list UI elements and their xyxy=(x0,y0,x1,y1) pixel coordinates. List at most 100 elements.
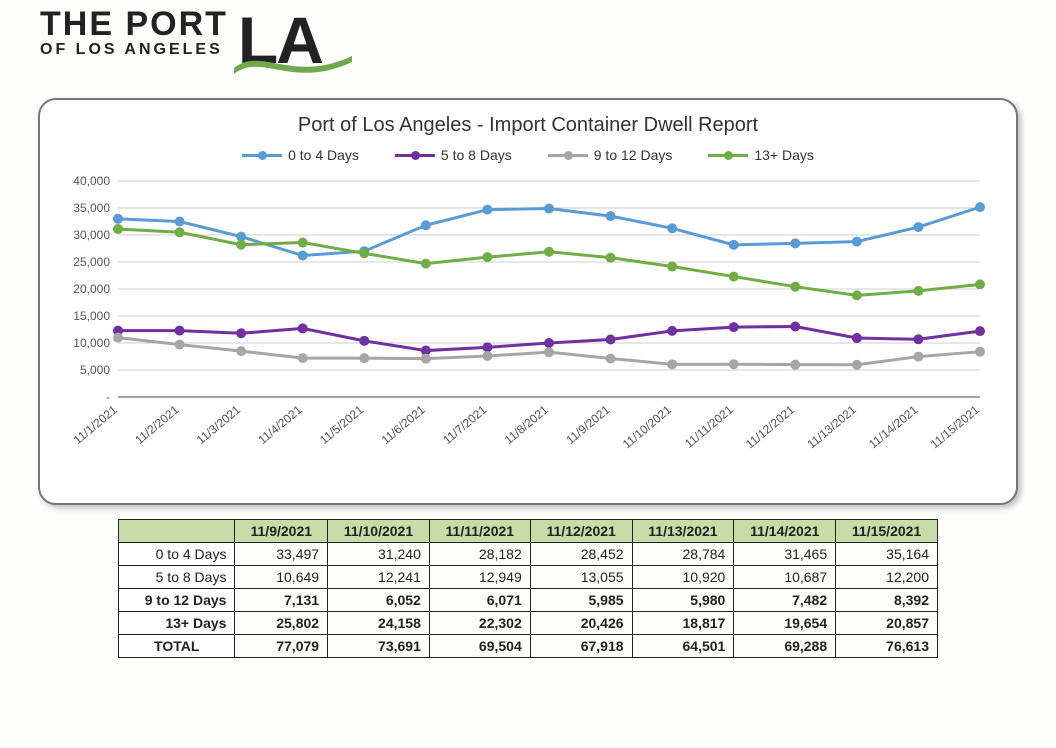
legend-swatch xyxy=(395,149,435,161)
svg-text:11/9/2021: 11/9/2021 xyxy=(563,402,612,447)
table-col-header: 11/12/2021 xyxy=(530,520,632,543)
svg-text:11/10/2021: 11/10/2021 xyxy=(620,402,675,451)
table-col-header: 11/10/2021 xyxy=(328,520,430,543)
svg-text:10,000: 10,000 xyxy=(73,336,110,350)
legend-item: 9 to 12 Days xyxy=(548,147,673,163)
table-cell: 28,182 xyxy=(429,543,530,566)
table-cell: 7,131 xyxy=(235,589,328,612)
table-col-header: 11/9/2021 xyxy=(235,520,328,543)
table-cell: 6,052 xyxy=(328,589,430,612)
table-cell: 35,164 xyxy=(836,543,938,566)
svg-text:11/14/2021: 11/14/2021 xyxy=(866,402,921,451)
table-total-cell: 64,501 xyxy=(632,635,734,658)
svg-text:11/5/2021: 11/5/2021 xyxy=(317,402,366,447)
table-cell: 5,980 xyxy=(632,589,734,612)
table-cell: 10,920 xyxy=(632,566,734,589)
logo-line1: THE PORT xyxy=(40,10,228,39)
logo-line2: OF LOS ANGELES xyxy=(40,43,228,57)
legend-swatch xyxy=(242,149,282,161)
legend-item: 0 to 4 Days xyxy=(242,147,359,163)
svg-text:35,000: 35,000 xyxy=(73,201,110,215)
svg-text:20,000: 20,000 xyxy=(73,282,110,296)
table-header-row: 11/9/202111/10/202111/11/202111/12/20211… xyxy=(119,520,938,543)
table-row-label: 9 to 12 Days xyxy=(119,589,235,612)
svg-text:11/1/2021: 11/1/2021 xyxy=(71,402,120,447)
logo-mark: LA xyxy=(238,10,358,80)
table-cell: 12,200 xyxy=(836,566,938,589)
table-cell: 5,985 xyxy=(530,589,632,612)
table-row: 13+ Days25,80224,15822,30220,42618,81719… xyxy=(119,612,938,635)
table-cell: 28,784 xyxy=(632,543,734,566)
chart-plot: - 5,000 10,000 15,000 20,000 25,000 30,000 35,0… xyxy=(58,175,998,485)
svg-text:30,000: 30,000 xyxy=(73,228,110,242)
svg-text:11/4/2021: 11/4/2021 xyxy=(255,402,304,447)
table-cell: 10,687 xyxy=(734,566,836,589)
chart-svg: - 5,000 10,000 15,000 20,000 25,000 30,000 35,0… xyxy=(58,175,998,475)
table-cell: 20,857 xyxy=(836,612,938,635)
table-total-cell: 76,613 xyxy=(836,635,938,658)
table-col-header: 11/15/2021 xyxy=(836,520,938,543)
table-cell: 20,426 xyxy=(530,612,632,635)
legend-label: 0 to 4 Days xyxy=(288,147,359,163)
chart-title: Port of Los Angeles - Import Container D… xyxy=(58,114,998,137)
table-row-label: 0 to 4 Days xyxy=(119,543,235,566)
table-total-cell: 69,504 xyxy=(429,635,530,658)
svg-text:11/8/2021: 11/8/2021 xyxy=(502,402,551,447)
table-cell: 13,055 xyxy=(530,566,632,589)
chart-card: Port of Los Angeles - Import Container D… xyxy=(38,98,1018,505)
table-cell: 6,071 xyxy=(429,589,530,612)
legend-label: 9 to 12 Days xyxy=(594,147,673,163)
table-cell: 12,241 xyxy=(328,566,430,589)
table-corner xyxy=(119,520,235,543)
svg-text:11/15/2021: 11/15/2021 xyxy=(928,402,983,451)
data-table-wrap: 11/9/202111/10/202111/11/202111/12/20211… xyxy=(118,519,938,658)
table-row: 0 to 4 Days33,49731,24028,18228,45228,78… xyxy=(119,543,938,566)
table-row-label: 13+ Days xyxy=(119,612,235,635)
svg-text:11/7/2021: 11/7/2021 xyxy=(440,402,489,447)
legend-swatch xyxy=(708,149,748,161)
table-total-cell: 77,079 xyxy=(235,635,328,658)
svg-text:-: - xyxy=(106,390,110,404)
table-cell: 31,465 xyxy=(734,543,836,566)
legend-item: 13+ Days xyxy=(708,147,814,163)
table-total-cell: 73,691 xyxy=(328,635,430,658)
table-total-cell: 69,288 xyxy=(734,635,836,658)
svg-text:11/2/2021: 11/2/2021 xyxy=(132,402,181,447)
table-cell: 28,452 xyxy=(530,543,632,566)
table-cell: 7,482 xyxy=(734,589,836,612)
table-col-header: 11/14/2021 xyxy=(734,520,836,543)
page: THE PORT OF LOS ANGELES LA Port of Los A… xyxy=(0,0,1056,748)
table-col-header: 11/11/2021 xyxy=(429,520,530,543)
table-total-cell: 67,918 xyxy=(530,635,632,658)
table-total-row: TOTAL77,07973,69169,50467,91864,50169,28… xyxy=(119,635,938,658)
table-cell: 22,302 xyxy=(429,612,530,635)
table-total-label: TOTAL xyxy=(119,635,235,658)
svg-text:11/13/2021: 11/13/2021 xyxy=(804,402,859,451)
data-table: 11/9/202111/10/202111/11/202111/12/20211… xyxy=(118,519,938,658)
chart-legend: 0 to 4 Days 5 to 8 Days 9 to 12 Days 13+ Da… xyxy=(58,147,998,163)
legend-swatch xyxy=(548,149,588,161)
table-cell: 31,240 xyxy=(328,543,430,566)
svg-text:15,000: 15,000 xyxy=(73,309,110,323)
legend-label: 5 to 8 Days xyxy=(441,147,512,163)
table-cell: 18,817 xyxy=(632,612,734,635)
table-col-header: 11/13/2021 xyxy=(632,520,734,543)
svg-text:11/6/2021: 11/6/2021 xyxy=(379,402,428,447)
table-cell: 10,649 xyxy=(235,566,328,589)
legend-label: 13+ Days xyxy=(754,147,814,163)
svg-text:5,000: 5,000 xyxy=(80,363,110,377)
legend-item: 5 to 8 Days xyxy=(395,147,512,163)
table-cell: 12,949 xyxy=(429,566,530,589)
svg-text:25,000: 25,000 xyxy=(73,255,110,269)
table-cell: 25,802 xyxy=(235,612,328,635)
table-row: 9 to 12 Days7,1316,0526,0715,9855,9807,4… xyxy=(119,589,938,612)
logo-text: THE PORT OF LOS ANGELES xyxy=(40,10,228,56)
svg-text:11/12/2021: 11/12/2021 xyxy=(743,402,798,451)
table-cell: 33,497 xyxy=(235,543,328,566)
table-cell: 8,392 xyxy=(836,589,938,612)
wave-icon xyxy=(232,50,362,78)
table-row-label: 5 to 8 Days xyxy=(119,566,235,589)
svg-text:40,000: 40,000 xyxy=(73,175,110,188)
table-row: 5 to 8 Days10,64912,24112,94913,05510,92… xyxy=(119,566,938,589)
table-cell: 24,158 xyxy=(328,612,430,635)
